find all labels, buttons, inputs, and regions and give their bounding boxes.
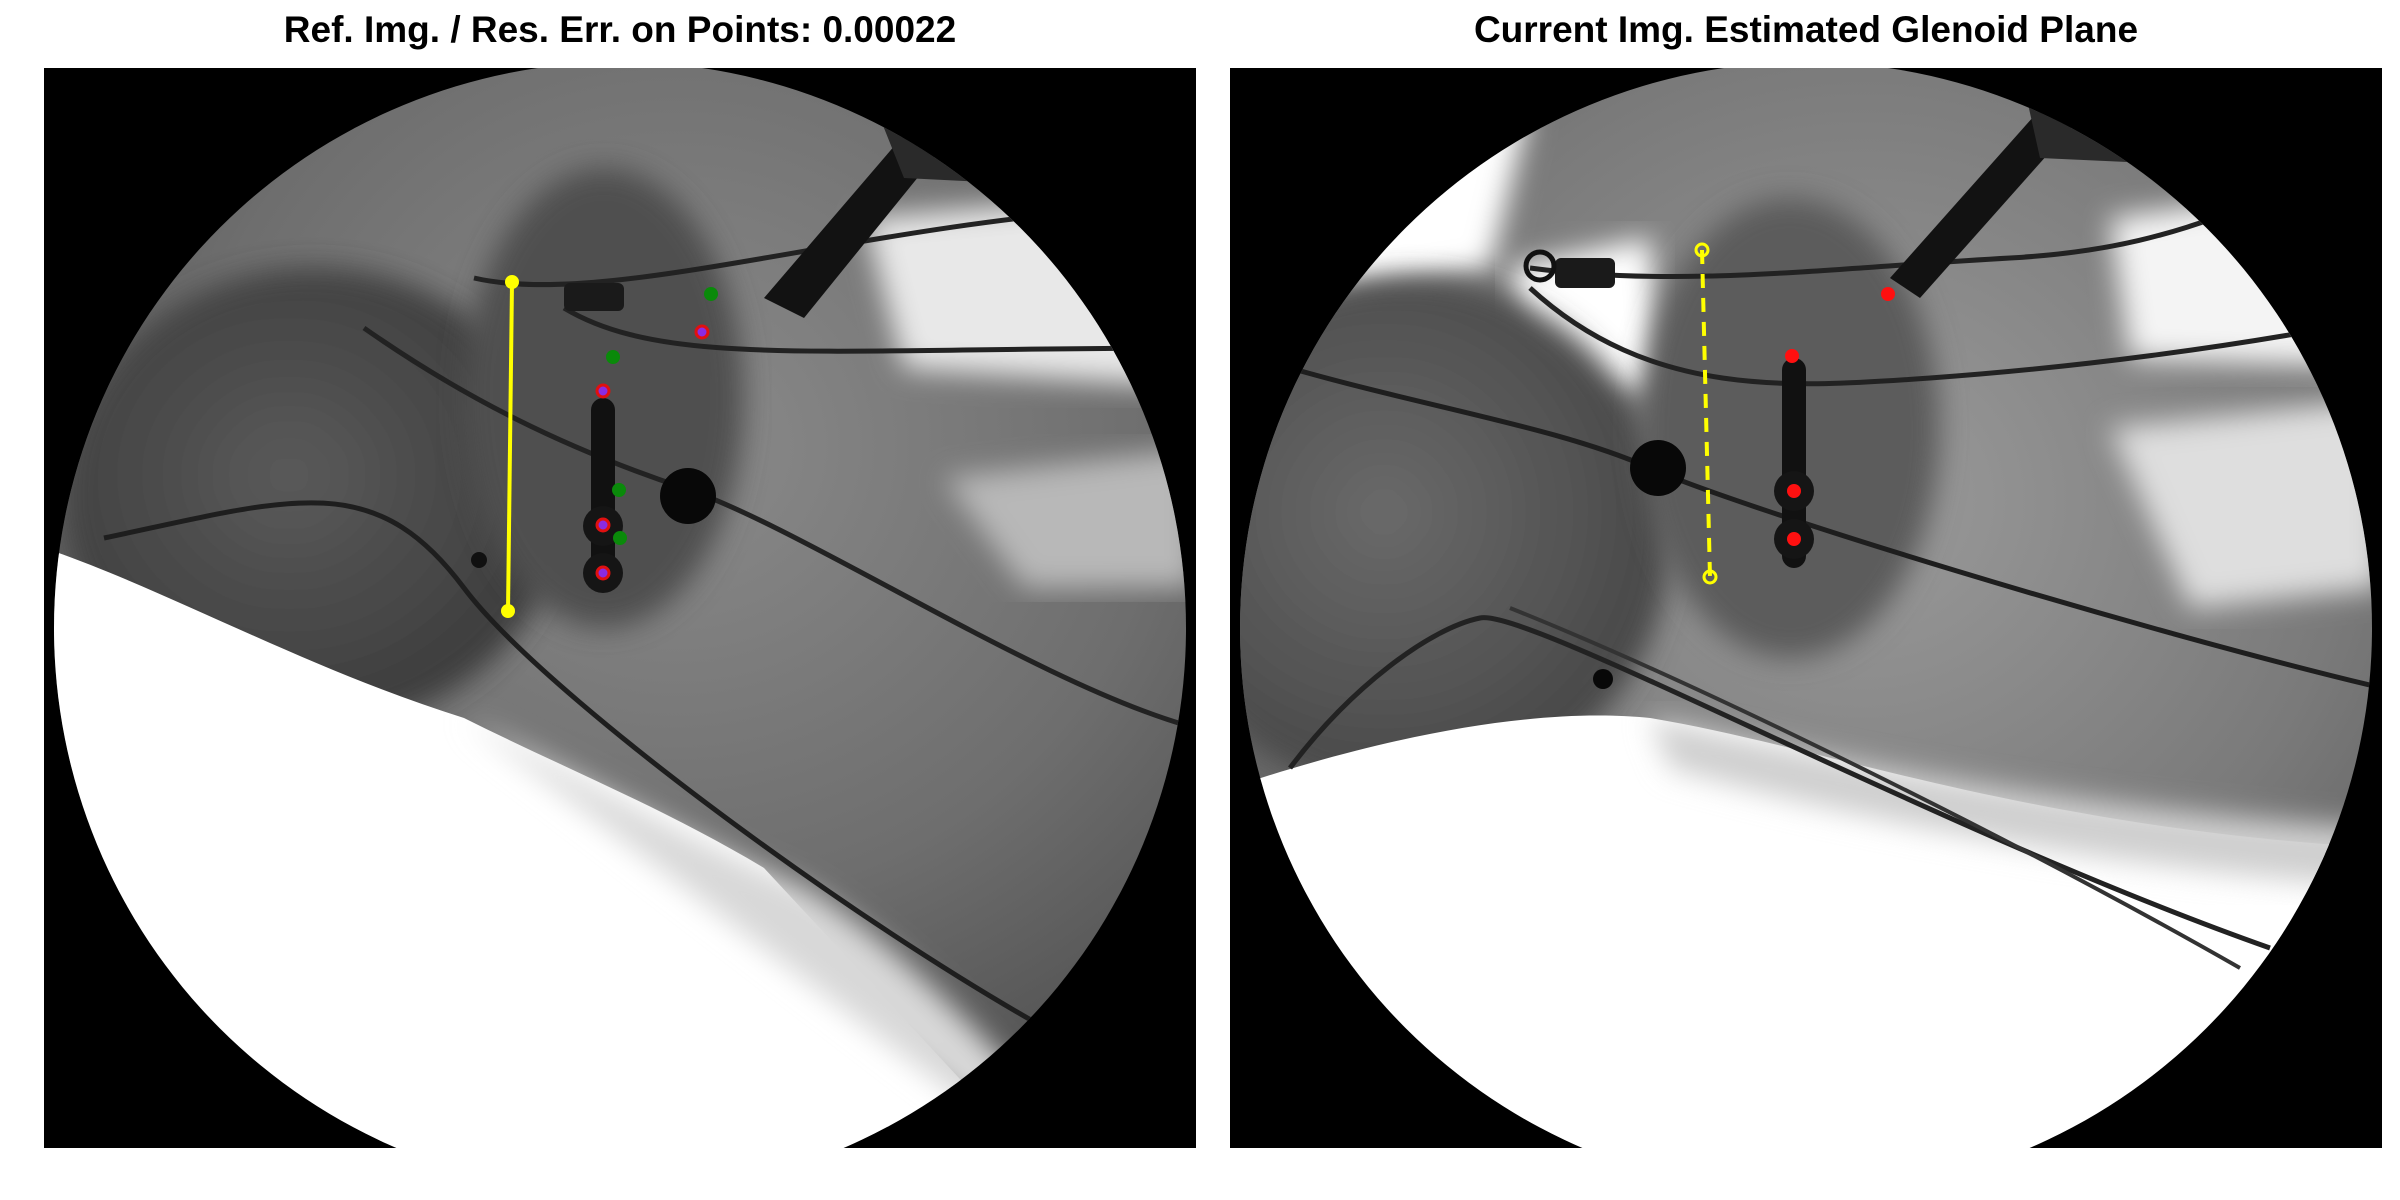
reprojected-marker xyxy=(595,565,611,581)
detected-marker xyxy=(612,483,626,497)
reprojected-marker xyxy=(1787,484,1801,498)
detected-marker xyxy=(606,350,620,364)
reprojected-marker xyxy=(1881,287,1895,301)
reprojected-marker xyxy=(694,324,710,340)
glenoid-plane-line xyxy=(506,281,514,612)
detected-marker xyxy=(613,531,627,545)
glenoid-line-endpoint xyxy=(505,275,519,289)
current-panel-title: Current Img. Estimated Glenoid Plane xyxy=(1473,9,2139,50)
reference-image-panel: Ref. Img. / Res. Err. on Points: 0.00022 xyxy=(44,0,1196,1200)
estimated-glenoid-plane-line xyxy=(1700,249,1712,578)
current-image-panel: Current Img. Estimated Glenoid Plane xyxy=(1230,0,2382,1200)
reference-panel-title: Ref. Img. / Res. Err. on Points: 0.00022 xyxy=(283,9,957,50)
glenoid-line-endpoint xyxy=(1702,569,1718,585)
current-xray-frame xyxy=(1230,68,2382,1148)
detected-marker xyxy=(704,287,718,301)
reprojected-marker xyxy=(1787,532,1801,546)
reprojected-marker xyxy=(1785,349,1799,363)
reprojected-marker xyxy=(595,517,611,533)
glenoid-line-endpoint xyxy=(501,604,515,618)
reference-xray-frame xyxy=(44,68,1196,1148)
reprojected-marker xyxy=(595,383,611,399)
reference-xray-image xyxy=(54,68,1186,1148)
glenoid-line-endpoint xyxy=(1694,242,1710,258)
current-xray-image xyxy=(1240,68,2372,1148)
